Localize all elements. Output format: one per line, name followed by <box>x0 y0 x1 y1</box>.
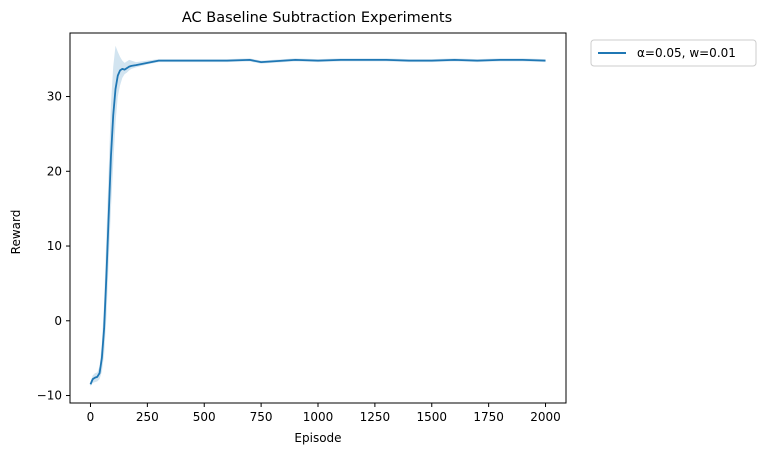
x-tick-label: 750 <box>250 410 273 424</box>
chart-title: AC Baseline Subtraction Experiments <box>182 10 452 26</box>
plot-area <box>69 32 567 404</box>
y-tick-label: 30 <box>47 90 62 104</box>
x-tick-label: 2000 <box>530 410 561 424</box>
x-tick-label: 1750 <box>473 410 504 424</box>
x-tick-label: 0 <box>87 410 95 424</box>
legend: α=0.05, w=0.01 <box>590 39 757 67</box>
series-0-confidence-band <box>90 45 546 387</box>
x-tick-label: 1500 <box>416 410 447 424</box>
series-0-line <box>89 59 546 385</box>
y-tick-label: −10 <box>37 389 62 403</box>
x-tick-label: 1000 <box>303 410 334 424</box>
x-tick-label: 1250 <box>360 410 391 424</box>
x-tick-label: 500 <box>193 410 216 424</box>
y-tick-label: 10 <box>47 239 62 253</box>
x-axis: 0 250 500 750 1000 1250 1500 1750 2000 <box>87 403 561 424</box>
legend-label: α=0.05, w=0.01 <box>637 46 736 60</box>
x-axis-label: Episode <box>294 431 341 445</box>
x-tick-label: 250 <box>136 410 159 424</box>
y-tick-label: 0 <box>54 314 62 328</box>
plot-frame <box>69 32 567 404</box>
legend-frame <box>590 39 757 67</box>
y-axis: −10 0 10 20 30 <box>37 90 70 403</box>
y-tick-label: 20 <box>47 164 62 178</box>
y-axis-label: Reward <box>9 210 23 255</box>
